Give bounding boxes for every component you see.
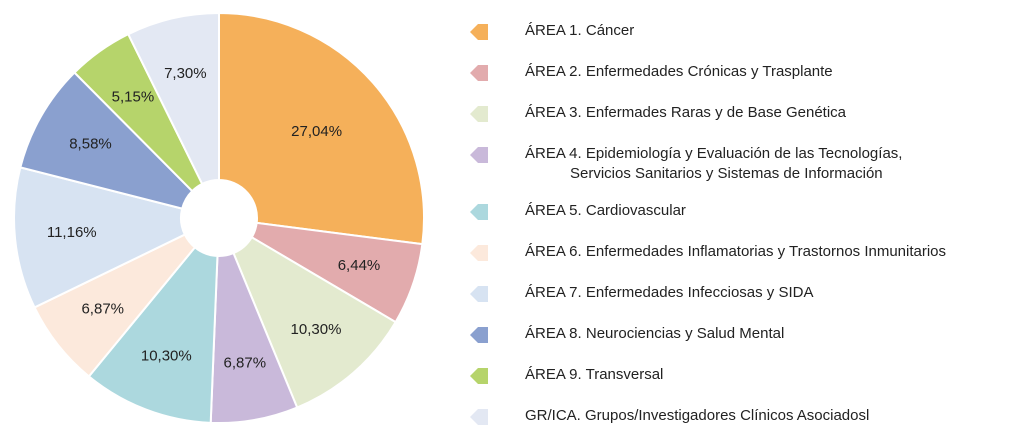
- slice-label: 6,87%: [81, 301, 124, 318]
- legend-swatch: [470, 409, 488, 425]
- pie-slice: [126, 11, 220, 186]
- legend-item: ÁREA 6. Enfermedades Inflamatorias y Tra…: [470, 242, 946, 283]
- legend-label: ÁREA 4. Epidemiología y Evaluación de la…: [525, 145, 903, 182]
- pie-slice: [19, 71, 194, 210]
- legend-item: ÁREA 7. Enfermedades Infecciosas y SIDA: [470, 283, 946, 324]
- legend-label: ÁREA 6. Enfermedades Inflamatorias y Tra…: [525, 243, 947, 260]
- legend-swatch: [470, 286, 488, 302]
- legend-swatch: [470, 245, 488, 261]
- pie-slice: [232, 235, 397, 409]
- legend-item: ÁREA 9. Transversal: [470, 365, 946, 406]
- legend-label: ÁREA 7. Enfermedades Infecciosas y SIDA: [525, 284, 814, 301]
- legend-label: ÁREA 1. Cáncer: [525, 22, 635, 39]
- slice-label: 10,30%: [291, 321, 342, 338]
- slice-label: 27,04%: [291, 123, 342, 140]
- legend-marker: [470, 327, 488, 343]
- pie-slice: [218, 11, 425, 246]
- slice-label: 8,58%: [69, 136, 112, 153]
- legend-swatch: [470, 24, 488, 40]
- legend-label: ÁREA 3. Enfermades Raras y de Base Genét…: [525, 104, 846, 121]
- legend-label: GR/ICA. Grupos/Investigadores Clínicos A…: [525, 407, 870, 424]
- legend-item: ÁREA 2. Enfermedades Crónicas y Trasplan…: [470, 62, 946, 103]
- slice-label: 7,30%: [164, 65, 207, 82]
- slice-label: 6,87%: [224, 355, 267, 372]
- pie-slice: [87, 245, 219, 424]
- slice-label: 10,30%: [141, 347, 192, 364]
- legend: ÁREA 1. Cáncer ÁREA 2. Enfermedades Cróni…: [470, 21, 946, 433]
- legend-label: ÁREA 5. Cardiovascular: [525, 202, 686, 219]
- legend-label: ÁREA 9. Transversal: [525, 366, 664, 383]
- legend-marker: [470, 204, 488, 220]
- pie-chart: 27,04% 6,44% 10,30% 6,87% 10,30% 6,87% 11,16% 8…: [13, 11, 425, 424]
- legend-marker: [470, 106, 488, 122]
- legend-marker: [470, 286, 488, 302]
- slice-label: 11,16%: [47, 224, 97, 241]
- legend-swatch: [470, 65, 488, 81]
- legend-swatch: [470, 147, 488, 163]
- legend-item: GR/ICA. Grupos/Investigadores Clínicos A…: [470, 406, 946, 433]
- slice-label: 5,15%: [112, 89, 155, 106]
- legend-item: ÁREA 4. Epidemiología y Evaluación de la…: [470, 144, 946, 201]
- legend-item: ÁREA 3. Enfermades Raras y de Base Genét…: [470, 103, 946, 144]
- pie-slice: [13, 166, 187, 309]
- legend-marker: [470, 65, 488, 81]
- legend-item: ÁREA 8. Neurociencias y Salud Mental: [470, 324, 946, 365]
- legend-item: ÁREA 1. Cáncer: [470, 21, 946, 62]
- legend-marker: [470, 245, 488, 261]
- legend-marker: [470, 24, 488, 40]
- legend-swatch: [470, 204, 488, 220]
- legend-swatch: [470, 106, 488, 122]
- slice-label: 6,44%: [338, 257, 381, 274]
- legend-marker: [470, 368, 488, 384]
- legend-item: ÁREA 5. Cardiovascular: [470, 201, 946, 242]
- legend-swatch: [470, 368, 488, 384]
- legend-marker: [470, 147, 488, 163]
- legend-label: ÁREA 8. Neurociencias y Salud Mental: [525, 325, 785, 342]
- legend-marker: [470, 409, 488, 425]
- legend-label: ÁREA 2. Enfermedades Crónicas y Trasplan…: [525, 63, 833, 80]
- legend-swatch: [470, 327, 488, 343]
